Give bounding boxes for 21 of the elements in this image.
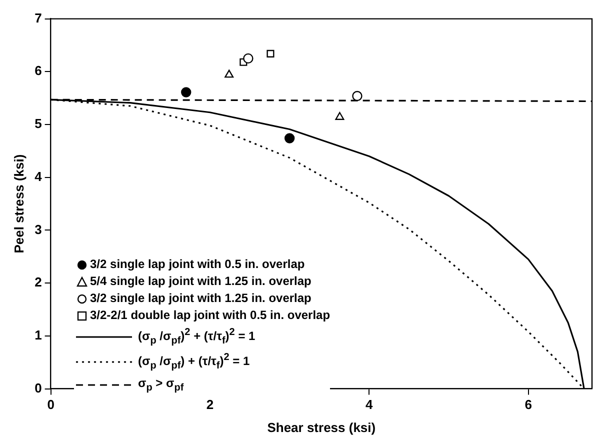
- text: (σ$_{p}$ /σ$_{pf}$) + (τ/τ$_{f}$)$^{2}$ = 1: [138, 352, 250, 372]
- y-tick-label: 7: [34, 10, 42, 26]
- x-tick-label: 0: [47, 397, 54, 412]
- x-tick-label: 2: [206, 397, 214, 412]
- legend-label: 3/2-2/1 double lap joint with 0.5 in. overlap: [90, 307, 330, 324]
- legend-label: 3/2 single lap joint with 1.25 in. overlap: [90, 290, 312, 307]
- y-tick-label: 6: [34, 63, 42, 78]
- y-axis-title: Peel stress (ksi): [11, 154, 26, 254]
- y-tick-label: 2: [34, 274, 42, 290]
- legend-label: σ$_{p}$ > σ$_{pf}$: [138, 374, 184, 396]
- legend-label: 3/2 single lap joint with 0.5 in. overlap: [90, 256, 305, 273]
- y-tick-label: 1: [34, 328, 42, 343]
- x-tick-label: 6: [524, 397, 532, 412]
- y-tick-label: 3: [34, 222, 42, 237]
- x-tick-label: 4: [366, 397, 374, 412]
- legend-label: 5/4 single lap joint with 1.25 in. overlap: [90, 273, 312, 290]
- x-axis-title: Shear stress (ksi): [267, 420, 376, 435]
- y-tick-label: 5: [34, 116, 42, 132]
- text: (σ$_{p}$ /σ$_{pf}$)$^{2}$ + (τ/τ$_{f}$)$^{2}$ = 1: [138, 327, 256, 346]
- y-tick-label: 0: [34, 380, 42, 396]
- y-tick-label: 4: [34, 168, 43, 184]
